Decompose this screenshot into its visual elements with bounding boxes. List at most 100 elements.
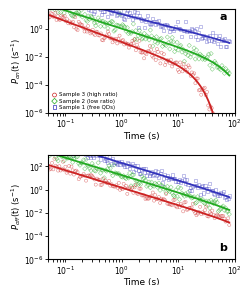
Point [126,42,130,46]
Point [220,38,224,42]
Point [176,185,180,190]
Text: a: a [220,12,227,22]
Point [214,198,218,202]
Point [94,4,98,9]
Point [205,203,209,207]
Point [128,30,132,34]
Point [123,40,127,45]
Point [182,62,186,66]
Point [99,7,103,12]
Point [67,3,71,7]
Point [51,150,55,155]
Point [134,178,138,183]
Point [201,197,204,202]
Point [218,208,221,212]
Point [134,48,138,52]
Point [162,197,166,201]
Point [85,174,89,178]
Point [91,155,95,160]
Point [141,166,145,171]
Point [176,180,180,184]
Point [137,13,141,18]
Point [162,41,166,46]
Point [171,61,175,66]
Point [152,36,156,41]
Point [142,170,146,175]
Point [111,7,115,12]
Point [110,170,113,175]
Point [112,184,116,189]
Point [197,30,201,34]
Point [107,154,111,158]
Point [68,11,72,15]
Point [90,174,94,178]
Point [53,142,56,147]
Point [94,169,98,173]
Point [118,163,122,167]
Point [179,43,183,48]
Point [214,188,218,192]
Point [87,28,91,33]
Point [110,182,113,186]
Point [63,14,67,18]
Point [63,3,67,8]
Point [118,33,121,38]
Point [179,180,183,185]
Point [186,53,190,58]
Point [214,128,218,132]
Point [224,219,227,224]
Point [94,150,98,154]
Point [108,151,112,156]
Point [72,25,76,30]
Point [157,39,161,43]
Point [102,24,106,28]
Point [173,194,177,199]
Point [123,25,127,30]
Point [181,69,184,74]
Point [174,179,178,183]
Point [161,24,165,28]
Point [102,176,106,180]
Point [106,181,110,186]
Point [199,212,203,216]
Point [66,169,70,173]
Point [159,183,163,188]
Point [101,153,105,158]
Point [205,90,209,94]
Point [148,185,152,190]
Point [189,55,192,59]
Point [164,60,168,64]
Point [184,200,188,204]
Point [151,183,155,188]
Point [227,194,231,198]
Point [108,21,112,25]
Point [226,209,230,213]
Point [207,107,211,112]
Point [53,157,56,161]
Point [83,166,87,171]
Point [196,37,200,41]
Point [57,17,61,22]
Point [150,170,153,174]
Point [208,206,212,210]
Point [79,8,83,13]
Point [107,32,111,36]
Point [127,176,130,180]
Point [167,177,171,182]
Point [216,209,220,214]
Point [190,26,194,30]
Point [79,161,83,165]
Point [77,0,81,5]
Point [189,206,192,210]
Point [221,190,225,194]
Point [123,176,127,180]
Point [174,188,178,192]
Point [78,21,82,26]
Point [192,71,196,76]
Point [201,184,204,188]
Point [122,16,126,21]
Point [137,38,141,43]
Point [164,175,168,180]
Point [79,147,83,152]
Point [67,164,71,168]
